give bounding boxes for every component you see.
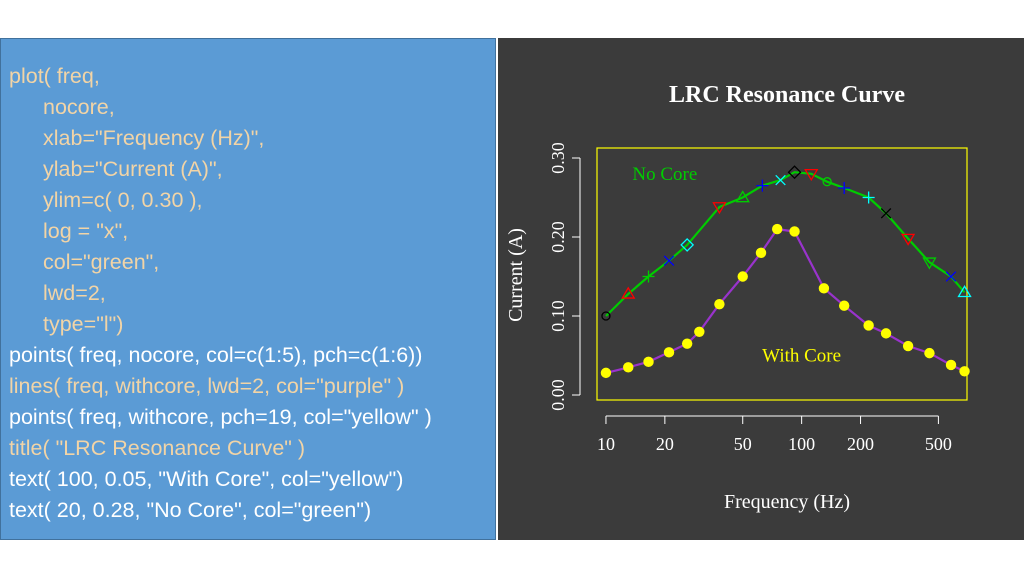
no-core-point	[756, 179, 769, 192]
y-axis-label: Current (A)	[505, 228, 527, 322]
with-core-point	[694, 326, 705, 337]
code-line: ylab="Current (A)",	[43, 157, 223, 181]
with-core-point	[838, 300, 850, 311]
with-core-point	[959, 366, 970, 377]
no-core-point	[880, 208, 892, 219]
no-core-point	[775, 174, 786, 186]
with-core-point	[924, 347, 935, 359]
with-core-point	[663, 347, 675, 358]
no-core-point	[945, 271, 957, 282]
y-tick-label: 0.10	[548, 300, 568, 332]
no-core-point	[642, 270, 655, 283]
annotation-label: No Core	[632, 164, 697, 185]
code-line: col="green",	[43, 250, 160, 274]
with-core-point	[945, 359, 957, 371]
no-core-point	[900, 233, 916, 246]
code-line: nocore,	[43, 95, 115, 119]
code-line: text( 100, 0.05, "With Core", col="yello…	[9, 467, 404, 491]
no-core-point	[621, 286, 636, 299]
x-tick-label: 100	[788, 434, 815, 454]
code-line: points( freq, withcore, pch=19, col="yel…	[9, 405, 432, 429]
with-core-point	[755, 247, 767, 258]
y-tick-label: 0.20	[548, 221, 568, 253]
annotations: No Core With Core	[632, 164, 841, 367]
y-tick-label: 0.00	[548, 379, 568, 411]
series	[600, 165, 972, 379]
plot-panel: LRC Resonance Curve Frequency (Hz) Curre…	[498, 38, 1024, 540]
no-core-point	[862, 191, 875, 204]
code-line: plot( freq,	[9, 64, 100, 88]
with-core-point	[737, 271, 748, 282]
x-tick-label: 200	[847, 434, 874, 454]
x-axis-label: Frequency (Hz)	[724, 491, 850, 513]
with-core-point	[714, 298, 725, 310]
no-core-point	[838, 182, 851, 195]
y-tick-label: 0.30	[548, 142, 568, 174]
with-core-point	[863, 320, 874, 331]
with-core-point	[681, 338, 693, 349]
with-core-point	[643, 356, 654, 368]
x-tick-label: 500	[925, 434, 952, 454]
code-line: lwd=2,	[43, 281, 106, 305]
code-line: text( 20, 0.28, "No Core", col="green")	[9, 498, 372, 522]
code-line: title( "LRC Resonance Curve" )	[9, 436, 306, 460]
with-core-point	[818, 283, 830, 294]
x-tick-label: 20	[656, 434, 674, 454]
no-core-point	[735, 190, 750, 203]
no-core-point	[804, 168, 819, 182]
with-core-point	[771, 223, 783, 235]
resonance-chart: LRC Resonance Curve Frequency (Hz) Curre…	[505, 82, 972, 513]
with-core-point	[623, 362, 634, 373]
chart-title: LRC Resonance Curve	[669, 82, 905, 108]
no-core-point	[680, 237, 695, 252]
code-line: lines( freq, withcore, lwd=2, col="purpl…	[9, 374, 405, 398]
code-panel: plot( freq, nocore, xlab="Frequency (Hz)",…	[0, 38, 496, 540]
code-line: type="l")	[43, 312, 124, 336]
with-core-point	[880, 328, 892, 339]
with-core-point	[902, 340, 914, 352]
no-core-point	[957, 285, 972, 298]
no-core-point	[601, 311, 611, 321]
annotation-label: With Core	[762, 346, 841, 367]
with-core-point	[789, 226, 800, 237]
x-tick-label: 50	[734, 434, 752, 454]
code-line: ylim=c( 0, 0.30 ),	[43, 188, 203, 212]
no-core-point	[663, 255, 675, 266]
code-line: log = "x",	[43, 219, 129, 243]
no-core-point	[787, 165, 802, 180]
no-core-point	[822, 177, 832, 187]
code-line: points( freq, nocore, col=c(1:5), pch=c(…	[9, 343, 423, 367]
no-core-point	[922, 257, 937, 270]
with-core-point	[600, 367, 612, 379]
plot-box	[596, 147, 968, 401]
no-core-line	[605, 171, 966, 317]
no-core-point	[712, 202, 727, 215]
axes: 10 20 50 100 200 500 0.00 0.10 0.20 0.30	[548, 142, 968, 454]
code-line: xlab="Frequency (Hz)",	[43, 126, 265, 150]
x-tick-label: 10	[597, 434, 615, 454]
